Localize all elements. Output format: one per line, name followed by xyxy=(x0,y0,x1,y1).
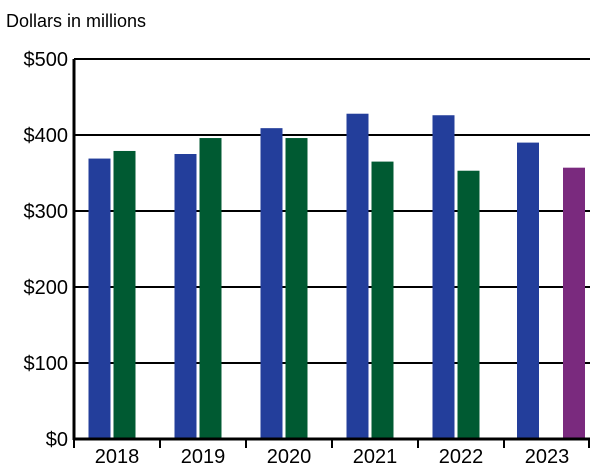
x-tick-label: 2019 xyxy=(181,446,226,466)
x-tick-label: 2022 xyxy=(439,446,484,466)
y-tick-label: $0 xyxy=(46,429,68,451)
bar-2020-1 xyxy=(260,128,283,439)
bar-2022-1 xyxy=(432,115,455,440)
bar-2018-2 xyxy=(113,150,136,439)
bar-2021-2 xyxy=(371,161,394,439)
bar-2023-2 xyxy=(563,167,585,439)
bar-2018-1 xyxy=(88,158,111,439)
y-tick-label: $500 xyxy=(24,49,69,71)
x-tick-label: 2023 xyxy=(525,446,570,466)
bars xyxy=(88,113,585,440)
y-tick-label: $200 xyxy=(24,277,69,299)
gridlines xyxy=(74,58,590,364)
y-tick-label: $300 xyxy=(24,201,69,223)
y-tick-label: $100 xyxy=(24,353,69,375)
y-tick-label: $400 xyxy=(24,125,69,147)
x-tick-label: 2018 xyxy=(95,446,140,466)
bar-2019-2 xyxy=(199,138,222,440)
bar-2020-2 xyxy=(285,138,308,440)
bar-2023-1 xyxy=(517,142,539,439)
bar-2019-1 xyxy=(174,154,197,439)
bar-2021-1 xyxy=(346,113,369,439)
bar-2022-2 xyxy=(457,170,480,439)
x-tick-label: 2020 xyxy=(267,446,312,466)
tick-labels: $0 $100 $200 $300 $400 $500 2018 2019 2020 2021 20… xyxy=(24,49,570,466)
axes xyxy=(72,59,590,448)
chart-title: Dollars in millions xyxy=(6,11,146,31)
x-tick-label: 2021 xyxy=(353,446,398,466)
